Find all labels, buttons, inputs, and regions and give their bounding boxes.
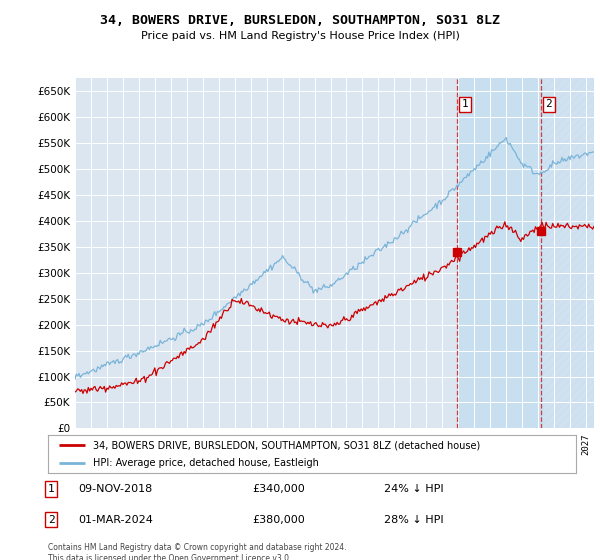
Text: 1: 1 [47,484,55,494]
Text: 01-MAR-2024: 01-MAR-2024 [78,515,153,525]
Text: 09-NOV-2018: 09-NOV-2018 [78,484,152,494]
Bar [541,78,594,428]
Text: £340,000: £340,000 [252,484,305,494]
Text: 34, BOWERS DRIVE, BURSLEDON, SOUTHAMPTON, SO31 8LZ (detached house): 34, BOWERS DRIVE, BURSLEDON, SOUTHAMPTON… [93,440,480,450]
Bar [457,78,541,428]
Text: 2: 2 [47,515,55,525]
Text: 24% ↓ HPI: 24% ↓ HPI [384,484,443,494]
Text: 28% ↓ HPI: 28% ↓ HPI [384,515,443,525]
Text: 2: 2 [545,99,553,109]
Text: 1: 1 [462,99,469,109]
Text: HPI: Average price, detached house, Eastleigh: HPI: Average price, detached house, East… [93,458,319,468]
Text: Price paid vs. HM Land Registry's House Price Index (HPI): Price paid vs. HM Land Registry's House … [140,31,460,41]
Text: £380,000: £380,000 [252,515,305,525]
Text: 34, BOWERS DRIVE, BURSLEDON, SOUTHAMPTON, SO31 8LZ: 34, BOWERS DRIVE, BURSLEDON, SOUTHAMPTON… [100,14,500,27]
Text: Contains HM Land Registry data © Crown copyright and database right 2024.
This d: Contains HM Land Registry data © Crown c… [48,543,347,560]
